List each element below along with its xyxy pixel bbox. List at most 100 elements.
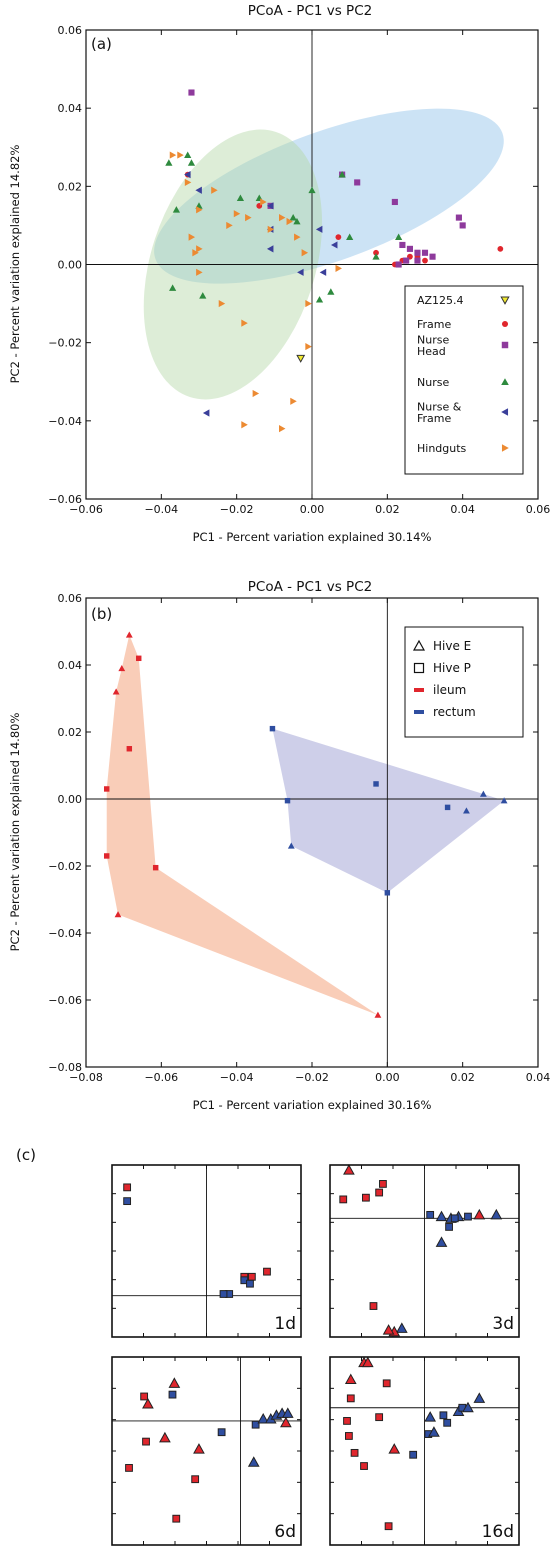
panel-a-point-nurse-frame <box>266 202 274 210</box>
panel-c-point <box>388 1443 401 1454</box>
panel-a-legend-label: Nurse <box>417 376 449 389</box>
panel-a-point-nurse <box>315 296 324 303</box>
panel-a-point-hindguts <box>278 425 286 433</box>
panel-a-point-hindguts <box>286 217 293 226</box>
panel-a-label: (a) <box>91 35 112 53</box>
panel-a-point-nurse-head <box>429 253 436 260</box>
panel-c-subplot-3d: 3d <box>329 1164 520 1338</box>
panel-c-day-label: 1d <box>274 1314 296 1334</box>
panel-a-point-nurse-head <box>399 241 406 249</box>
panel-a-legend-label: Nurse & Frame <box>417 401 462 426</box>
panel-c-point <box>247 1456 260 1467</box>
panel-b-legend: Hive E Hive P ileum rectum <box>404 626 524 738</box>
panel-a-point-hindguts <box>241 421 248 429</box>
panel-c-point <box>362 1193 370 1202</box>
panel-c-point <box>251 1420 260 1429</box>
panel-a-legend-marker <box>500 296 510 305</box>
panel-c-point <box>346 1394 355 1403</box>
panel-c-label: (c) <box>16 1146 36 1164</box>
panel-a-point-nurse-frame <box>202 409 210 417</box>
panel-a-point-nurse <box>293 217 301 225</box>
panel-b-point-hive-p-rectum <box>269 725 276 732</box>
panel-c-subplot-16d: 16d <box>329 1356 520 1546</box>
panel-c-point <box>140 1392 149 1401</box>
panel-b-legend-symbol-square <box>413 662 425 674</box>
panel-a-point-nurse-head <box>391 198 398 206</box>
panel-a-point-nurse-frame <box>331 241 338 249</box>
panel-a-legend: AZ125.4 Frame Nurse Head Nurse Nurse & Frame Hi… <box>404 285 524 475</box>
panel-b-legend-box <box>404 626 524 738</box>
panel-b-legend-label: ileum <box>433 683 466 697</box>
panel-b-point-hive-p-rectum <box>373 781 379 787</box>
panel-b-title: PCoA - PC1 vs PC2 <box>248 579 372 595</box>
panel-a-point-nurse-head <box>188 89 195 96</box>
panel-a-ellipse-1 <box>154 108 504 284</box>
panel-a-legend-marker <box>501 378 509 386</box>
panel-a-point-nurse <box>372 253 380 260</box>
panel-a-y-tick-label: 0.02 <box>58 180 83 193</box>
panel-c-point <box>246 1279 254 1288</box>
panel-c-point <box>168 1377 181 1388</box>
panel-a-point-nurse-head <box>459 222 466 229</box>
panel-a-point-nurse <box>338 171 346 178</box>
panel-c-point <box>339 1195 348 1204</box>
panel-b-legend-symbol-dash <box>414 688 424 692</box>
panel-c-day-label: 6d <box>274 1522 296 1542</box>
panel-b-label: (b) <box>91 605 112 623</box>
panel-a-point-hindguts <box>188 233 196 241</box>
panel-a-point-hindguts <box>252 389 260 398</box>
panel-b-point-hive-e-ileum <box>125 631 133 638</box>
panel-b-hull-rectum <box>272 728 505 893</box>
panel-a-point-nurse <box>395 233 403 241</box>
panel-c-point <box>219 1290 228 1298</box>
panel-a-legend-marker <box>501 341 509 349</box>
panel-a-point-nurse-head <box>421 249 429 256</box>
panel-a-legend-marker <box>501 408 509 416</box>
panel-a-point-nurse-head <box>395 261 402 268</box>
panel-a-point-frame <box>373 249 379 256</box>
panel-a-point-nurse <box>199 292 207 299</box>
panel-a-legend-label: AZ125.4 <box>417 294 464 307</box>
panel-a-point-nurse-frame <box>266 245 274 253</box>
panel-a-point-nurse-head <box>414 257 421 264</box>
panel-b-point-hive-p-ileum <box>136 655 142 662</box>
panel-a-point-nurse <box>289 214 297 221</box>
panel-a-point-hindguts <box>301 249 309 257</box>
panel-b-scatter: PCoA - PC1 vs PC2 −0.08 −0.06 −0.04 −0.02 0.… <box>8 579 550 1112</box>
panel-b-legend-label: Hive P <box>433 661 471 675</box>
panel-c-point <box>409 1450 418 1459</box>
panel-a-point-hindguts <box>245 214 252 222</box>
panel-c-point <box>343 1164 355 1175</box>
panel-a-point-nurse-frame <box>184 171 191 179</box>
panel-b-point-hive-p-ileum <box>152 864 159 871</box>
panel-c-point <box>159 1431 171 1443</box>
panel-a-y-tick-label: 0.04 <box>58 102 83 115</box>
panel-c-point <box>217 1428 226 1437</box>
panel-c-point <box>382 1379 391 1388</box>
panel-a-point-nurse <box>172 206 180 213</box>
panel-a-point-hindguts <box>260 198 267 206</box>
panel-c-point <box>369 1302 378 1310</box>
panel-a-point-hindguts <box>169 151 177 159</box>
panel-a-x-tick-label: −0.04 <box>144 503 178 516</box>
panel-a-point-nurse-head <box>403 257 410 264</box>
panel-b-point-hive-e-ileum <box>374 1011 382 1018</box>
panel-b-legend-label: Hive E <box>433 639 471 653</box>
panel-a-point-nurse <box>165 159 173 166</box>
panel-c-point <box>426 1210 435 1219</box>
panel-a-x-tick-label: 0.00 <box>300 503 325 516</box>
panel-a-point-nurse-frame <box>297 268 304 276</box>
panel-a-point-hindguts <box>196 268 203 276</box>
panel-c-point <box>439 1411 448 1420</box>
panel-c-point <box>343 1417 351 1425</box>
panel-c-point <box>125 1464 133 1472</box>
panel-a-point-nurse <box>184 151 192 158</box>
panel-b-legend-label: rectum <box>433 705 476 719</box>
panel-a-ylabel: PC2 - Percent variation explained 14.82% <box>8 145 22 384</box>
panel-b-y-tick-label: −0.06 <box>48 994 82 1007</box>
panel-a-legend-marker <box>501 444 509 452</box>
panel-c-point <box>350 1448 359 1457</box>
panel-b-x-tick-label: 0.00 <box>375 1071 400 1084</box>
panel-a-title: PCoA - PC1 vs PC2 <box>248 3 372 19</box>
panel-c-point <box>435 1236 448 1247</box>
